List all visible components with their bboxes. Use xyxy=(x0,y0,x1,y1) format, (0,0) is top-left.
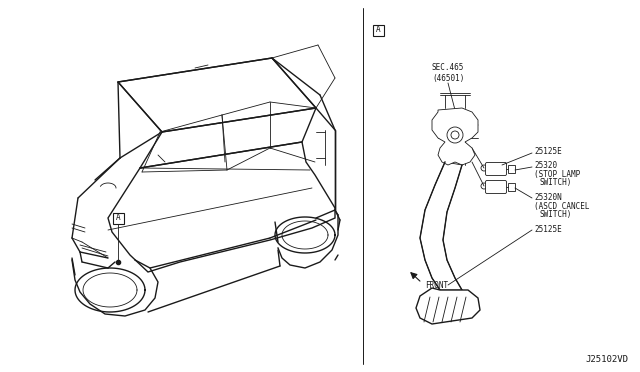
Bar xyxy=(113,213,124,224)
Polygon shape xyxy=(432,108,478,165)
Text: FRONT: FRONT xyxy=(425,280,448,289)
Text: (46501): (46501) xyxy=(432,74,465,83)
Polygon shape xyxy=(108,142,335,272)
Text: A: A xyxy=(116,214,120,222)
Text: 25125E: 25125E xyxy=(534,148,562,157)
Polygon shape xyxy=(416,288,480,324)
Polygon shape xyxy=(420,162,462,290)
Text: J25102VD: J25102VD xyxy=(585,356,628,365)
Text: SWITCH): SWITCH) xyxy=(540,177,572,186)
Text: 25320: 25320 xyxy=(534,160,557,170)
Text: A: A xyxy=(376,26,380,35)
Bar xyxy=(373,25,384,36)
Text: SEC.465: SEC.465 xyxy=(432,64,465,73)
Bar xyxy=(508,183,515,191)
FancyBboxPatch shape xyxy=(486,180,506,193)
Polygon shape xyxy=(118,58,316,132)
Bar xyxy=(508,165,515,173)
Text: 25125E: 25125E xyxy=(534,224,562,234)
FancyBboxPatch shape xyxy=(486,163,506,176)
Text: 25320N: 25320N xyxy=(534,192,562,202)
Text: SWITCH): SWITCH) xyxy=(540,209,572,218)
Text: (STOP LAMP: (STOP LAMP xyxy=(534,170,580,179)
Text: (ASCD CANCEL: (ASCD CANCEL xyxy=(534,202,589,211)
